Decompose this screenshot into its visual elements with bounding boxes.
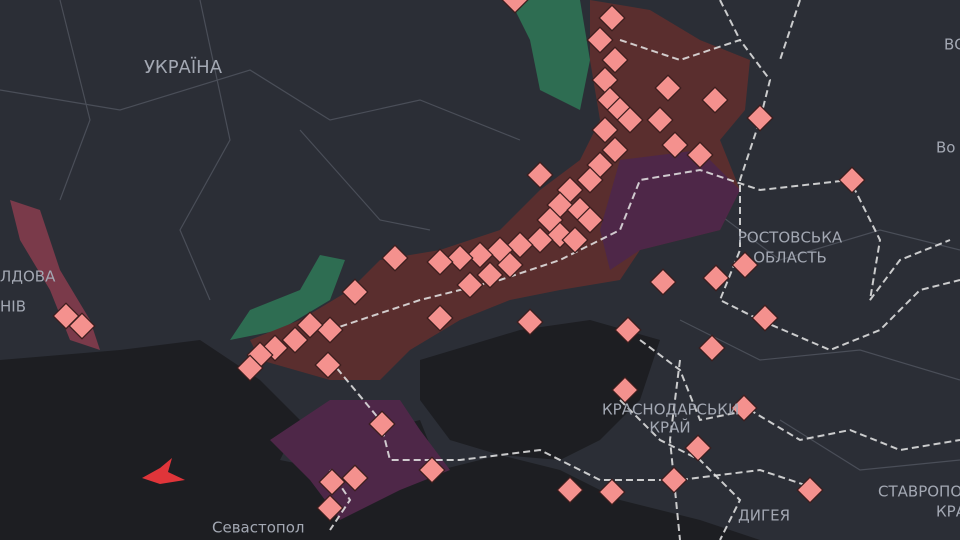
city-label: НІВ [0,298,26,316]
strike-marker[interactable] [649,268,677,296]
strike-marker[interactable] [316,316,344,344]
strike-marker[interactable] [611,376,639,404]
strike-marker[interactable] [476,261,504,289]
strike-marker[interactable] [446,244,474,272]
strike-marker[interactable] [731,251,759,279]
strike-marker[interactable] [601,136,629,164]
strike-marker[interactable] [418,456,446,484]
strike-marker[interactable] [426,248,454,276]
strike-marker[interactable] [368,410,396,438]
strike-marker[interactable] [751,304,779,332]
region-label: КРАСНОДАРСЬКИ [602,401,739,419]
country-label: ЛДОВА [0,268,56,286]
strike-marker[interactable] [236,354,264,382]
strike-marker[interactable] [561,226,589,254]
strike-marker[interactable] [660,466,688,494]
strike-marker[interactable] [684,434,712,462]
strike-marker[interactable] [456,271,484,299]
strike-marker[interactable] [702,264,730,292]
strike-marker[interactable] [586,26,614,54]
strike-marker[interactable] [496,251,524,279]
strike-marker[interactable] [601,46,629,74]
markers [52,0,866,522]
sea-of-azov [420,320,660,460]
strike-marker[interactable] [576,206,604,234]
strike-marker[interactable] [591,116,619,144]
strike-marker[interactable] [598,4,626,32]
liberated-area [510,0,590,110]
strike-marker[interactable] [506,231,534,259]
strike-marker[interactable] [281,326,309,354]
strike-marker[interactable] [614,316,642,344]
city-label: Во [936,139,955,157]
strike-marker[interactable] [796,476,824,504]
crimea [270,400,450,520]
strike-marker[interactable] [501,0,529,14]
region-label: РОСТОВСЬКА [738,229,843,247]
strike-marker[interactable] [314,351,342,379]
strike-marker[interactable] [318,468,346,496]
strike-marker[interactable] [686,141,714,169]
strike-marker[interactable] [591,66,619,94]
occupied-area [250,0,750,380]
region-label: КРАЙ [649,418,690,437]
transnistria [10,200,100,350]
region-label: ОБЛАСТЬ [753,249,827,267]
strike-marker[interactable] [838,166,866,194]
strike-marker[interactable] [526,226,554,254]
country-label: УКРАЇНА [144,57,223,78]
occupied-area-donetsk [600,150,740,270]
strike-marker[interactable] [646,106,674,134]
strike-marker[interactable] [556,476,584,504]
strike-marker[interactable] [598,478,626,506]
strike-marker[interactable] [698,334,726,362]
strike-marker[interactable] [654,74,682,102]
ship-icon [142,458,185,484]
strike-marker[interactable] [701,86,729,114]
strike-marker[interactable] [68,312,96,340]
region-label: СТАВРОПО [878,483,960,501]
region-label: ВО [944,36,960,54]
strike-marker[interactable] [341,464,369,492]
strike-marker[interactable] [730,394,758,422]
strike-marker[interactable] [296,311,324,339]
strike-marker[interactable] [341,278,369,306]
strike-marker[interactable] [576,166,604,194]
strike-marker[interactable] [316,494,344,522]
region-label: КРА [936,503,960,521]
liberated-area [230,255,345,340]
strike-marker[interactable] [526,161,554,189]
city-label: Севастопол [212,519,304,537]
strike-marker[interactable] [746,104,774,132]
strike-marker[interactable] [426,304,454,332]
strike-marker[interactable] [661,131,689,159]
strike-marker[interactable] [466,241,494,269]
strike-marker[interactable] [381,244,409,272]
strike-marker[interactable] [616,106,644,134]
strike-marker[interactable] [516,308,544,336]
region-label: ДИГЕЯ [738,507,790,525]
